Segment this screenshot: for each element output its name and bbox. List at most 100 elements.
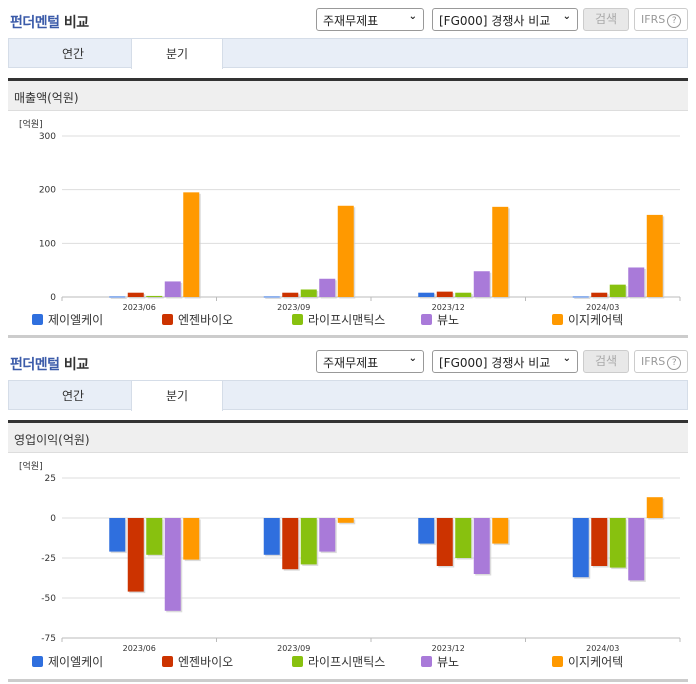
bar[interactable] <box>572 518 589 578</box>
bar[interactable] <box>263 296 280 298</box>
legend-item[interactable]: 엔젠바이오 <box>162 655 233 671</box>
legend-item[interactable]: 이지케어텍 <box>552 655 623 671</box>
legend-item[interactable]: 뷰노 <box>421 313 459 329</box>
bar[interactable] <box>646 497 663 518</box>
bar[interactable] <box>319 518 336 552</box>
legend-swatch-purple <box>421 314 432 325</box>
bar[interactable] <box>337 205 354 297</box>
x-tick-label: 2023/09 <box>277 644 310 653</box>
tab-annual[interactable]: 연간 <box>61 389 85 403</box>
section-title: 펀더멘털 비교 <box>10 15 89 31</box>
legend-swatch-green <box>292 314 303 325</box>
bar[interactable] <box>455 518 472 558</box>
bar[interactable] <box>418 292 435 297</box>
statement-select[interactable]: 주재무제표 ⌄ <box>316 350 424 373</box>
tab-quarterly[interactable]: 분기 <box>131 39 223 69</box>
bar[interactable] <box>591 518 608 566</box>
bar[interactable] <box>127 518 144 592</box>
bar[interactable] <box>418 518 435 544</box>
legend-item[interactable]: 라이프시맨틱스 <box>292 655 385 671</box>
section-header: 펀더멘털 비교 주재무제표 ⌄ [FG000] 경쟁사 비교 ⌄ 검색 IFRS? <box>0 0 696 36</box>
bar[interactable] <box>492 518 509 544</box>
legend-item[interactable]: 뷰노 <box>421 655 459 671</box>
legend-item[interactable]: 이지케어텍 <box>552 313 623 329</box>
chevron-down-icon: ⌄ <box>562 11 571 22</box>
chart-legend: 제이엘케이 엔젠바이오 라이프시맨틱스 뷰노 이지케어텍 <box>0 655 696 671</box>
bar[interactable] <box>455 292 472 297</box>
bar[interactable] <box>436 518 453 566</box>
section-header: 펀더멘털 비교 주재무제표 ⌄ [FG000] 경쟁사 비교 ⌄ 검색 IFRS? <box>0 342 696 378</box>
search-button[interactable]: 검색 <box>583 350 629 373</box>
divider <box>8 679 688 682</box>
bar[interactable] <box>282 292 299 297</box>
legend-swatch-blue <box>32 314 43 325</box>
legend-item[interactable]: 제이엘케이 <box>32 313 103 329</box>
fundamental-section-revenue: 펀더멘털 비교 주재무제표 ⌄ [FG000] 경쟁사 비교 ⌄ 검색 IFRS? … <box>0 0 696 340</box>
help-icon: ? <box>667 14 682 28</box>
section-title: 펀더멘털 비교 <box>10 357 89 373</box>
ifrs-help-button[interactable]: IFRS? <box>634 8 688 31</box>
bar[interactable] <box>572 296 589 298</box>
y-tick-label: -50 <box>41 594 56 604</box>
legend-item[interactable]: 제이엘케이 <box>32 655 103 671</box>
legend-swatch-orange <box>552 314 563 325</box>
metric-label: 매출액(억원) <box>8 78 688 111</box>
unit-label: [억원] <box>19 462 43 472</box>
y-tick-label: 0 <box>50 293 56 303</box>
ifrs-help-button[interactable]: IFRS? <box>634 350 688 373</box>
tab-annual[interactable]: 연간 <box>61 47 85 61</box>
bar[interactable] <box>646 214 663 297</box>
bar[interactable] <box>263 518 280 555</box>
bar[interactable] <box>319 278 336 297</box>
bar[interactable] <box>183 518 200 560</box>
y-tick-label: -25 <box>41 554 56 564</box>
bar[interactable] <box>183 192 200 297</box>
bar[interactable] <box>473 271 490 297</box>
bar[interactable] <box>127 292 144 297</box>
metric-label: 영업이익(억원) <box>8 420 688 453</box>
bar[interactable] <box>164 518 181 611</box>
bar[interactable] <box>109 296 126 298</box>
bar[interactable] <box>282 518 299 570</box>
bar[interactable] <box>146 295 163 297</box>
x-tick-label: 2023/12 <box>432 644 465 653</box>
y-tick-label: 300 <box>39 132 56 142</box>
bar[interactable] <box>300 289 317 297</box>
bar-shadow <box>110 297 127 299</box>
x-tick-label: 2023/09 <box>277 303 310 312</box>
legend-item[interactable]: 라이프시맨틱스 <box>292 313 385 329</box>
bar[interactable] <box>591 292 608 297</box>
legend-swatch-red <box>162 656 173 667</box>
bar[interactable] <box>473 518 490 574</box>
bar[interactable] <box>337 518 354 523</box>
bar[interactable] <box>164 281 181 297</box>
x-tick-label: 2023/06 <box>123 644 156 653</box>
legend-swatch-green <box>292 656 303 667</box>
compare-select[interactable]: [FG000] 경쟁사 비교 ⌄ <box>432 350 578 373</box>
bar[interactable] <box>146 518 163 555</box>
bar-shadow <box>147 297 164 299</box>
unit-label: [억원] <box>19 120 43 130</box>
bar[interactable] <box>609 284 626 297</box>
bar[interactable] <box>109 518 126 552</box>
bar-shadow <box>265 297 282 299</box>
bar[interactable] <box>628 518 645 581</box>
bar[interactable] <box>492 206 509 297</box>
operating-profit-chart: 25 0 -25 -50 -75 2023/06 2023/09 2023/12 2024/03 <box>41 474 681 653</box>
bar[interactable] <box>628 267 645 297</box>
legend-swatch-purple <box>421 656 432 667</box>
chevron-down-icon: ⌄ <box>408 353 417 364</box>
bar[interactable] <box>436 291 453 297</box>
legend-swatch-blue <box>32 656 43 667</box>
legend-item[interactable]: 엔젠바이오 <box>162 313 233 329</box>
x-tick-label: 2024/03 <box>586 644 619 653</box>
search-button[interactable]: 검색 <box>583 8 629 31</box>
bar[interactable] <box>609 518 626 568</box>
legend-swatch-orange <box>552 656 563 667</box>
compare-select[interactable]: [FG000] 경쟁사 비교 ⌄ <box>432 8 578 31</box>
period-tabs: 연간 분기 <box>8 380 688 411</box>
bar[interactable] <box>300 518 317 565</box>
divider <box>8 335 688 338</box>
statement-select[interactable]: 주재무제표 ⌄ <box>316 8 424 31</box>
tab-quarterly[interactable]: 분기 <box>131 381 223 411</box>
